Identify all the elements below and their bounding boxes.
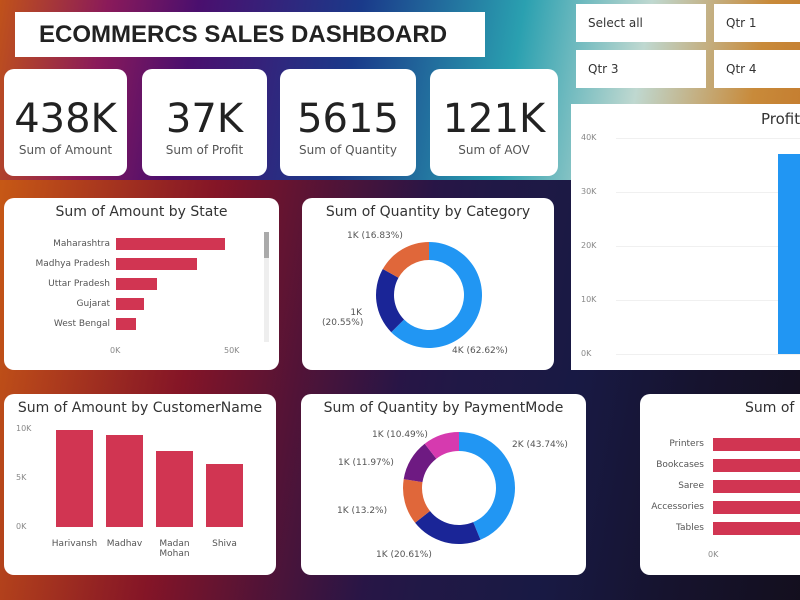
chart-title: Sum of Quantity by Category bbox=[325, 204, 531, 220]
kpi-quantity: 5615 Sum of Quantity bbox=[280, 69, 416, 176]
category-label: Accessories bbox=[651, 502, 704, 512]
donut-slice[interactable] bbox=[459, 432, 515, 540]
x-tick: 0K bbox=[110, 346, 121, 355]
dashboard-title: ECOMMERCS SALES DASHBOARD bbox=[15, 12, 485, 57]
category-label: Uttar Pradesh bbox=[48, 279, 110, 289]
kpi-aov: 121K Sum of AOV bbox=[430, 69, 558, 176]
y-tick: 10K bbox=[581, 295, 597, 304]
bar[interactable] bbox=[56, 429, 93, 527]
donut-slice[interactable] bbox=[403, 443, 437, 483]
y-tick: 5K bbox=[16, 473, 27, 482]
x-tick: 0K bbox=[708, 550, 719, 559]
gridline bbox=[616, 192, 800, 193]
kpi-value: 37K bbox=[165, 96, 244, 142]
slice-label: 1K (20.55%) bbox=[322, 308, 364, 328]
slice-label: 2K (43.74%) bbox=[512, 440, 568, 450]
kpi-label: Sum of Amount bbox=[18, 143, 113, 157]
bar[interactable] bbox=[116, 238, 226, 250]
category-label: Shiva bbox=[212, 539, 237, 549]
bar[interactable] bbox=[713, 522, 800, 535]
kpi-value: 5615 bbox=[297, 96, 399, 142]
kpi-label: Sum of Quantity bbox=[299, 143, 397, 157]
bar[interactable] bbox=[116, 258, 198, 270]
kpi-label: Sum of AOV bbox=[458, 143, 530, 157]
category-label: West Bengal bbox=[53, 319, 110, 329]
bar[interactable] bbox=[713, 480, 800, 493]
category-label: Maharashtra bbox=[53, 239, 110, 249]
x-tick: 50K bbox=[224, 346, 240, 355]
bar[interactable] bbox=[116, 278, 157, 290]
y-tick: 10K bbox=[16, 424, 32, 433]
donut-slice[interactable] bbox=[403, 479, 430, 523]
y-tick: 0K bbox=[581, 349, 592, 358]
chart-profit[interactable]: Profit 40K 30K 20K 10K 0K bbox=[571, 104, 800, 370]
chart-title: Sum of Amount by State bbox=[55, 204, 228, 220]
bar[interactable] bbox=[116, 298, 144, 310]
category-label: Madan Mohan bbox=[159, 539, 190, 559]
donut-slice[interactable] bbox=[376, 268, 405, 333]
profit-bar[interactable] bbox=[778, 154, 800, 354]
bar[interactable] bbox=[713, 501, 800, 514]
kpi-value: 121K bbox=[442, 96, 546, 142]
category-label: Bookcases bbox=[656, 460, 704, 470]
chart-title: Sum of Amount by CustomerName bbox=[17, 400, 263, 416]
slice-label: 1K (20.61%) bbox=[376, 550, 432, 560]
slice-label: 1K (10.49%) bbox=[372, 430, 428, 440]
slice-label: 4K (62.62%) bbox=[452, 346, 508, 356]
donut-slice[interactable] bbox=[391, 242, 482, 348]
y-tick: 30K bbox=[581, 187, 597, 196]
slice-label: 1K (13.2%) bbox=[337, 506, 388, 516]
bar[interactable] bbox=[206, 464, 243, 527]
scrollbar[interactable] bbox=[264, 232, 269, 342]
bar[interactable] bbox=[106, 434, 143, 527]
bar[interactable] bbox=[713, 459, 800, 472]
y-tick: 20K bbox=[581, 241, 597, 250]
gridline bbox=[616, 300, 800, 301]
chart-title: Profit bbox=[761, 110, 800, 128]
bar[interactable] bbox=[713, 438, 800, 451]
slice-label: 1K (11.97%) bbox=[338, 458, 394, 468]
y-tick: 40K bbox=[581, 133, 597, 142]
slice-label: 1K (16.83%) bbox=[347, 231, 403, 241]
bar[interactable] bbox=[156, 450, 193, 527]
gridline bbox=[616, 246, 800, 247]
category-label: Tables bbox=[676, 523, 704, 533]
chart-quantity-by-category[interactable]: Sum of Quantity by Category 1K (16.83%) … bbox=[302, 198, 554, 370]
category-label: Printers bbox=[669, 439, 704, 449]
category-label: Madhav bbox=[106, 539, 143, 549]
slicer-qtr-3[interactable]: Qtr 3 bbox=[576, 50, 706, 88]
chart-sum-of-p[interactable]: Sum of P Printers Bookcases Saree Accessori… bbox=[640, 394, 800, 575]
bar[interactable] bbox=[116, 318, 136, 330]
kpi-amount: 438K Sum of Amount bbox=[4, 69, 127, 176]
donut-slice[interactable] bbox=[415, 510, 481, 544]
donut-slice[interactable] bbox=[382, 242, 429, 278]
y-tick: 0K bbox=[16, 522, 27, 531]
slicer-qtr-4[interactable]: Qtr 4 bbox=[714, 50, 800, 88]
chart-quantity-by-paymentmode[interactable]: Sum of Quantity by PaymentMode 2K (43.74… bbox=[301, 394, 586, 575]
gridline bbox=[616, 138, 800, 139]
kpi-value: 438K bbox=[14, 96, 117, 142]
chart-amount-by-state[interactable]: Sum of Amount by State Maharashtra Madhya… bbox=[4, 198, 279, 370]
slicer-select-all[interactable]: Select all bbox=[576, 4, 706, 42]
category-label: Saree bbox=[678, 481, 704, 491]
category-label: Harivansh bbox=[51, 539, 98, 549]
donut-slice[interactable] bbox=[424, 432, 459, 459]
category-label: Gujarat bbox=[76, 299, 110, 309]
category-label: Madhya Pradesh bbox=[35, 259, 110, 269]
kpi-label: Sum of Profit bbox=[165, 143, 244, 157]
chart-title: Sum of Quantity by PaymentMode bbox=[323, 400, 564, 416]
slicer-qtr-1[interactable]: Qtr 1 bbox=[714, 4, 800, 42]
chart-amount-by-customer[interactable]: Sum of Amount by CustomerName 10K 5K 0K Har… bbox=[4, 394, 276, 575]
kpi-profit: 37K Sum of Profit bbox=[142, 69, 267, 176]
gridline bbox=[616, 354, 800, 355]
chart-title: Sum of P bbox=[745, 400, 800, 416]
